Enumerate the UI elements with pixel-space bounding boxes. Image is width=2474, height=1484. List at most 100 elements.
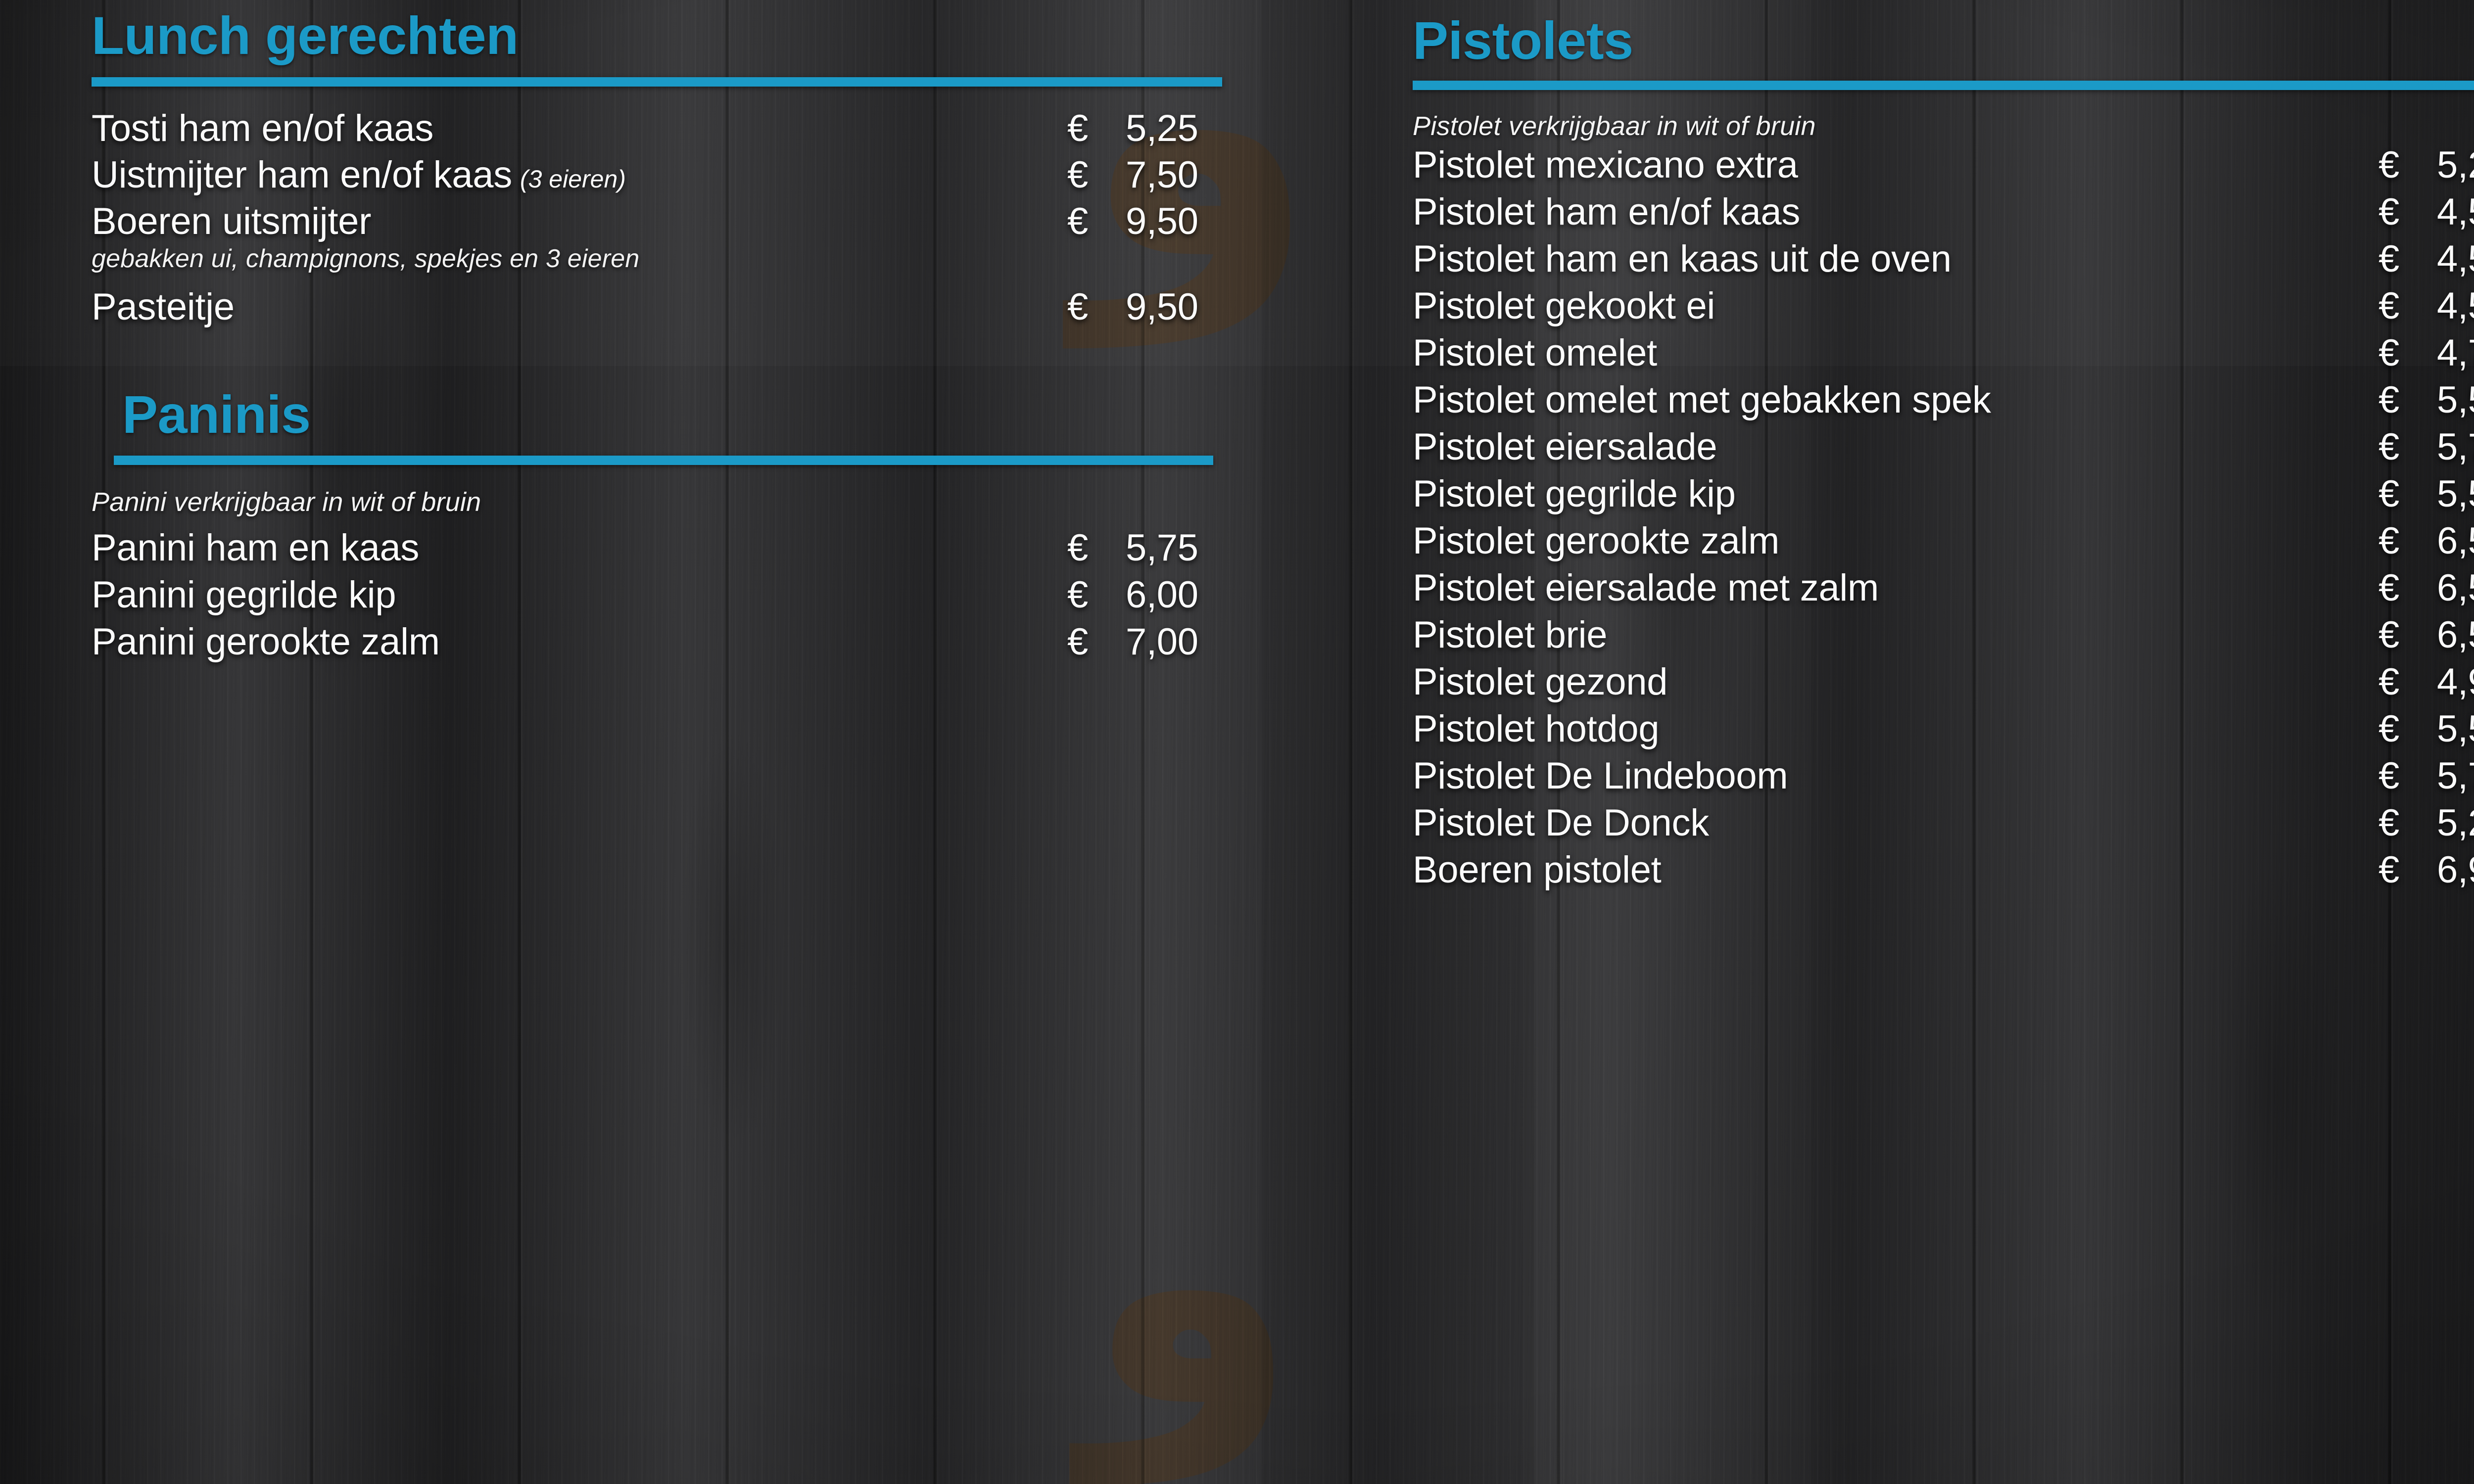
price-amount: 4,50 <box>2437 191 2474 233</box>
menu-item-price: €4,50 <box>2379 284 2474 327</box>
watermark-glyph: و <box>1084 1081 1320 1484</box>
menu-item-price: €4,50 <box>2379 190 2474 233</box>
menu-item-price: €6,50 <box>2379 613 2474 656</box>
menu-item-row[interactable]: Boeren uitsmijter € 9,50 <box>92 200 1230 243</box>
menu-item-name: Boeren pistolet <box>1413 849 1662 891</box>
currency-symbol: € <box>2379 473 2399 515</box>
currency-symbol: € <box>2379 379 2399 421</box>
section-pistolets: Pistolets Pistolet verkrijgbaar in wit o… <box>1413 0 2474 891</box>
menu-item-name: Pistolet De Lindeboom <box>1413 755 1788 797</box>
currency-symbol: € <box>2379 426 2399 468</box>
brand-watermark-icon: و <box>1084 1081 1320 1484</box>
menu-item-row[interactable]: Pistolet eiersalade met zalm €6,50 <box>1413 566 2474 609</box>
currency-symbol: € <box>2379 238 2399 280</box>
menu-item-row[interactable]: Tosti ham en/of kaas € 5,25 <box>92 107 1230 150</box>
price-amount: 9,50 <box>1126 200 1198 242</box>
menu-item-row[interactable]: Pistolet gegrilde kip €5,50 <box>1413 472 2474 515</box>
menu-item-price: €5,50 <box>2379 378 2474 421</box>
menu-item-price: € 6,00 <box>1067 573 1230 616</box>
menu-item-name: Tosti ham en/of kaas <box>92 107 434 149</box>
menu-item-row[interactable]: Pistolet De Lindeboom €5,75 <box>1413 754 2474 797</box>
menu-item-row[interactable]: Pistolet hotdog €5,50 <box>1413 707 2474 750</box>
menu-item-price: € 7,00 <box>1067 620 1230 663</box>
menu-item-row[interactable]: Pistolet mexicano extra €5,25 <box>1413 143 2474 186</box>
menu-item-row[interactable]: Boeren pistolet €6,95 <box>1413 848 2474 891</box>
right-menu-column: Pistolets Pistolet verkrijgbaar in wit o… <box>1413 0 2474 891</box>
menu-item-price: € 5,25 <box>1067 107 1230 150</box>
menu-item-row[interactable]: Pasteitje € 9,50 <box>92 285 1230 328</box>
currency-symbol: € <box>2379 191 2399 233</box>
section-divider <box>1413 81 2474 90</box>
menu-item-qualifier: (3 eieren) <box>520 165 626 193</box>
left-menu-column: Lunch gerechten Tosti ham en/of kaas € 5… <box>92 0 1230 663</box>
menu-item-price: €4,95 <box>2379 660 2474 703</box>
price-amount: 5,25 <box>2437 144 2474 186</box>
price-amount: 6,00 <box>1126 574 1198 616</box>
price-amount: 6,50 <box>2437 614 2474 656</box>
menu-item-name: Pistolet ham en kaas uit de oven <box>1413 238 1951 280</box>
menu-item-row[interactable]: Pistolet De Donck €5,25 <box>1413 801 2474 844</box>
price-amount: 5,25 <box>1126 107 1198 149</box>
price-amount: 5,75 <box>2437 426 2474 468</box>
menu-item-price: €5,75 <box>2379 425 2474 468</box>
currency-symbol: € <box>2379 755 2399 797</box>
menu-item-name: Boeren uitsmijter <box>92 200 372 242</box>
menu-item-row[interactable]: Panini gerookte zalm € 7,00 <box>92 620 1230 663</box>
menu-item-name: Pistolet gekookt ei <box>1413 285 1715 327</box>
menu-item-row[interactable]: Pistolet omelet €4,75 <box>1413 331 2474 374</box>
price-amount: 5,75 <box>1126 527 1198 569</box>
menu-item-price: €4,50 <box>2379 237 2474 280</box>
menu-item-price: € 5,75 <box>1067 526 1230 569</box>
section-divider <box>114 456 1213 465</box>
currency-symbol: € <box>1067 107 1088 149</box>
menu-item-name: Pistolet omelet met gebakken spek <box>1413 379 1991 421</box>
price-amount: 7,50 <box>1126 154 1198 196</box>
price-amount: 9,50 <box>1126 286 1198 328</box>
section-title: Pistolets <box>1413 10 1633 70</box>
section-note: Pistolet verkrijgbaar in wit of bruin <box>1413 111 1816 141</box>
price-amount: 5,50 <box>2437 473 2474 515</box>
price-amount: 5,25 <box>2437 802 2474 844</box>
menu-item-name: Pistolet brie <box>1413 614 1608 656</box>
currency-symbol: € <box>2379 567 2399 609</box>
menu-item-price: €4,75 <box>2379 331 2474 374</box>
menu-item-name: Pistolet hotdog <box>1413 708 1660 750</box>
menu-item-name: Panini gerookte zalm <box>92 621 440 663</box>
currency-symbol: € <box>1067 527 1088 569</box>
menu-item-name: Pistolet gegrilde kip <box>1413 473 1736 515</box>
currency-symbol: € <box>2379 802 2399 844</box>
section-paninis: Paninis Panini verkrijgbaar in wit of br… <box>92 388 1230 663</box>
menu-item-row[interactable]: Uistmijter ham en/of kaas (3 eieren) € 7,… <box>92 153 1230 196</box>
menu-item-row[interactable]: Pistolet omelet met gebakken spek €5,50 <box>1413 378 2474 421</box>
currency-symbol: € <box>1067 621 1088 663</box>
menu-item-name: Pistolet De Donck <box>1413 802 1709 844</box>
section-note: Panini verkrijgbaar in wit of bruin <box>92 487 481 517</box>
menu-item-row[interactable]: Pistolet eiersalade €5,75 <box>1413 425 2474 468</box>
menu-item-name: Pistolet eiersalade met zalm <box>1413 567 1879 609</box>
menu-item-row[interactable]: Pistolet brie €6,50 <box>1413 613 2474 656</box>
menu-item-row[interactable]: Panini gegrilde kip € 6,00 <box>92 573 1230 616</box>
menu-item-row[interactable]: Pistolet gezond €4,95 <box>1413 660 2474 703</box>
menu-item-row[interactable]: Pistolet ham en kaas uit de oven €4,50 <box>1413 237 2474 280</box>
section-title: Lunch gerechten <box>92 5 519 65</box>
currency-symbol: € <box>2379 285 2399 327</box>
menu-item-row[interactable]: Pistolet gerookte zalm €6,50 <box>1413 519 2474 562</box>
menu-item-row[interactable]: Panini ham en kaas € 5,75 <box>92 526 1230 569</box>
price-amount: 6,95 <box>2437 849 2474 891</box>
price-amount: 4,95 <box>2437 661 2474 703</box>
currency-symbol: € <box>1067 200 1088 242</box>
price-amount: 7,00 <box>1126 621 1198 663</box>
currency-symbol: € <box>2379 332 2399 374</box>
section-lunch-gerechten: Lunch gerechten Tosti ham en/of kaas € 5… <box>92 0 1230 328</box>
pistolet-item-list: Pistolet mexicano extra€5,25Pistolet ham… <box>1413 143 2474 891</box>
menu-item-row[interactable]: Pistolet gekookt ei €4,50 <box>1413 284 2474 327</box>
price-amount: 4,50 <box>2437 285 2474 327</box>
currency-symbol: € <box>2379 144 2399 186</box>
menu-item-name: Uistmijter ham en/of kaas (3 eieren) <box>92 154 626 196</box>
menu-item-row[interactable]: Pistolet ham en/of kaas €4,50 <box>1413 190 2474 233</box>
